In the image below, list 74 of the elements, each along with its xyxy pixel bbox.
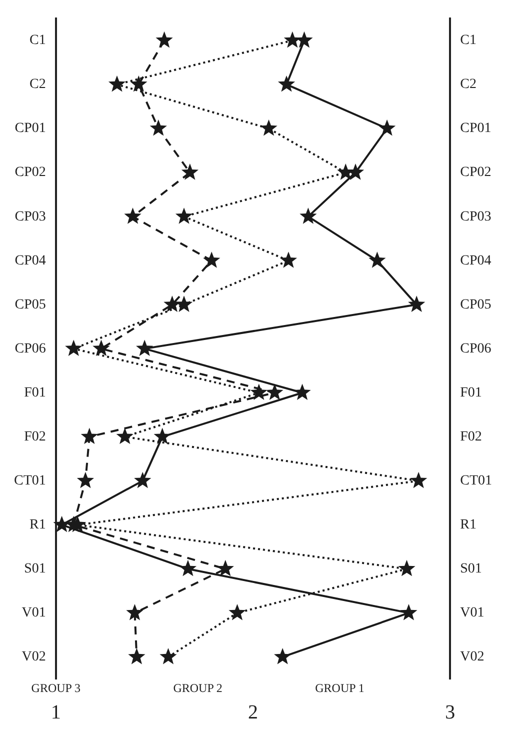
point: [408, 296, 426, 312]
point: [175, 296, 193, 312]
y-tick-label: C2: [30, 77, 46, 92]
category-label: CP02: [460, 165, 492, 180]
point: [154, 428, 171, 444]
y-tick-label: V01: [22, 606, 46, 621]
y-tick-label: R1: [30, 518, 46, 533]
x-tick-label: 1: [50, 701, 61, 724]
y-tick-label: CP05: [14, 297, 46, 312]
y-tick-label: CT01: [14, 473, 46, 488]
x-tick-label: 3: [445, 701, 456, 724]
y-tick-label: C1: [30, 33, 46, 48]
point: [278, 75, 296, 92]
category-label: C2: [460, 77, 476, 92]
point: [181, 164, 198, 180]
point: [228, 604, 246, 620]
point: [80, 428, 98, 444]
point: [378, 120, 396, 136]
text: GROUP 1: [315, 681, 364, 696]
point: [76, 472, 94, 488]
point: [65, 340, 82, 356]
category-label: F01: [460, 385, 482, 400]
point: [398, 560, 416, 576]
point: [400, 604, 418, 620]
y-tick-label: CP04: [14, 253, 46, 268]
category-label: V01: [460, 606, 484, 621]
point: [164, 296, 181, 312]
category-label: CP05: [460, 297, 492, 312]
point: [260, 120, 278, 136]
category-label: R1: [460, 518, 476, 533]
point: [337, 164, 354, 180]
point: [130, 75, 148, 92]
point: [250, 384, 268, 400]
category-label: CP06: [460, 341, 492, 356]
point: [294, 384, 311, 400]
point: [128, 648, 146, 664]
y-tick-label: F02: [24, 429, 46, 444]
y-tick-label: CP01: [14, 121, 46, 136]
x-tick-label: 2: [248, 701, 258, 724]
point: [160, 648, 177, 664]
point: [274, 648, 292, 664]
text: GROUP 2: [173, 681, 222, 696]
point: [300, 208, 317, 224]
point: [124, 208, 142, 224]
category-label: CP03: [460, 209, 492, 224]
point: [156, 31, 173, 48]
point: [203, 252, 220, 268]
category-label: C1: [460, 33, 476, 48]
category-label: CT01: [460, 473, 492, 488]
y-tick-label: CP03: [14, 209, 46, 224]
point: [175, 208, 193, 224]
point: [116, 428, 134, 444]
y-tick-label: F01: [24, 385, 46, 400]
text: GROUP 3: [31, 681, 81, 696]
point: [136, 340, 154, 356]
category-label: CP01: [460, 121, 492, 136]
y-tick-label: CP02: [14, 165, 46, 180]
y-tick-label: CP06: [14, 341, 46, 356]
point: [92, 340, 110, 356]
category-label: S01: [460, 562, 482, 577]
point: [126, 604, 144, 620]
point: [108, 75, 126, 92]
point: [410, 472, 428, 488]
point: [266, 384, 284, 400]
y-tick-label: V02: [22, 650, 46, 665]
point: [179, 560, 197, 576]
point: [368, 252, 386, 268]
point: [134, 472, 152, 488]
category-label: CP04: [460, 253, 492, 268]
category-label: V02: [460, 650, 484, 665]
y-tick-label: S01: [24, 562, 46, 577]
point: [150, 120, 167, 136]
category-label: F02: [460, 429, 482, 444]
point: [280, 252, 298, 268]
